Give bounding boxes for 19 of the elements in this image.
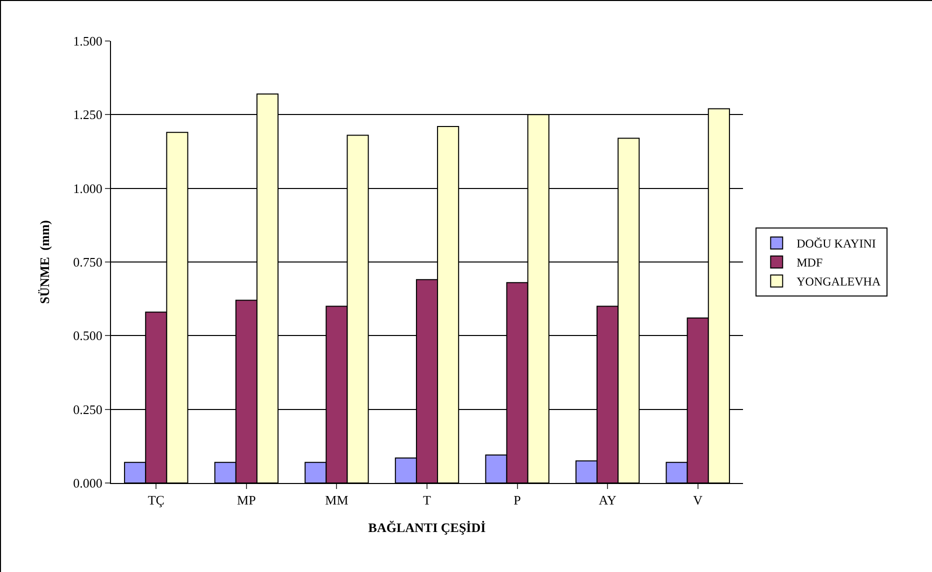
y-tick-label: 0.250 — [73, 402, 102, 417]
y-axis-title: SÜNME (mm) — [37, 220, 52, 304]
x-tick-label: T — [423, 492, 432, 508]
x-tick-label: AY — [598, 492, 617, 508]
legend-label: MDF — [796, 256, 823, 270]
x-tick-label: TÇ — [148, 492, 164, 508]
x-tick-label: MM — [325, 492, 349, 508]
x-tick-label: MP — [237, 492, 256, 508]
legend-label: YONGALEVHA — [796, 274, 881, 289]
y-tick-label: 0.500 — [73, 328, 102, 344]
x-axis-title: BAĞLANTI ÇEŞİDİ — [368, 520, 486, 535]
y-tick-label: 0.000 — [73, 476, 102, 491]
y-tick-label: 1.500 — [73, 34, 102, 49]
y-tick-label: 1.000 — [73, 180, 102, 196]
x-tick-label: P — [514, 492, 521, 508]
x-tick-label: V — [693, 492, 704, 508]
legend-label: DOĞU KAYINI — [796, 236, 876, 251]
y-tick-label: 1.250 — [73, 107, 102, 122]
y-tick-label: 0.750 — [73, 254, 102, 270]
